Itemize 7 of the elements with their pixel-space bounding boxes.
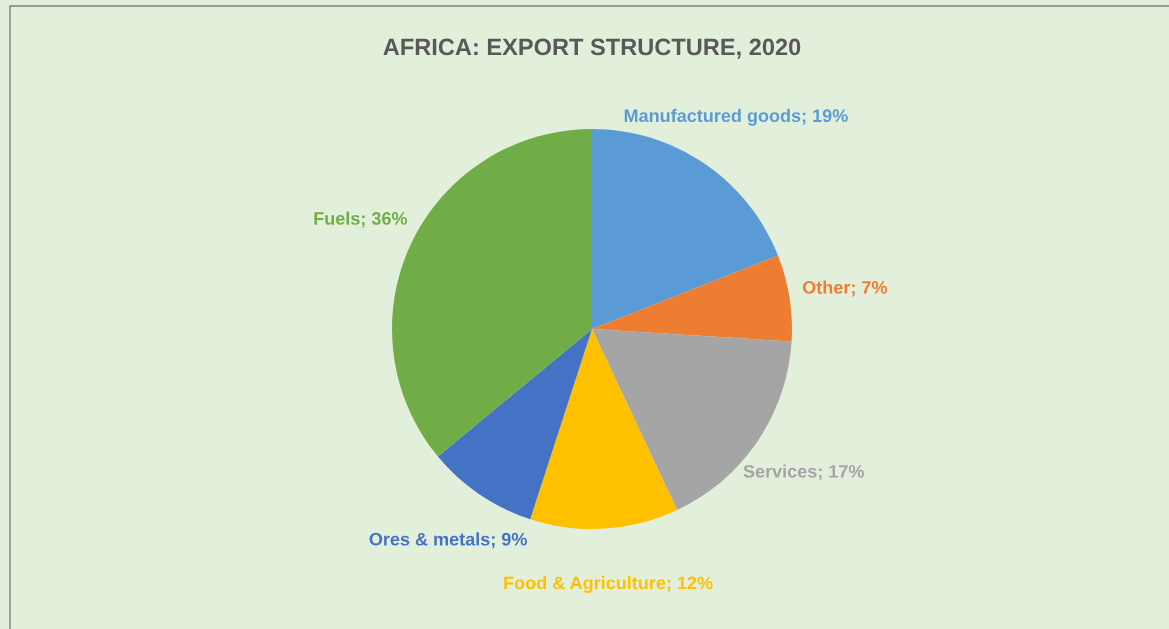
slice-label: Manufactured goods; 19%: [624, 108, 848, 126]
slice-label: Food & Agriculture; 12%: [504, 576, 713, 593]
chart-title: AFRICA: EXPORT STRUCTURE, 2020: [383, 38, 801, 59]
slice-label: Ores & metals; 9%: [369, 532, 527, 549]
slice-label: Services; 17%: [743, 464, 864, 481]
slice-label: Other; 7%: [802, 280, 888, 297]
slice-label: Fuels; 36%: [314, 211, 408, 228]
